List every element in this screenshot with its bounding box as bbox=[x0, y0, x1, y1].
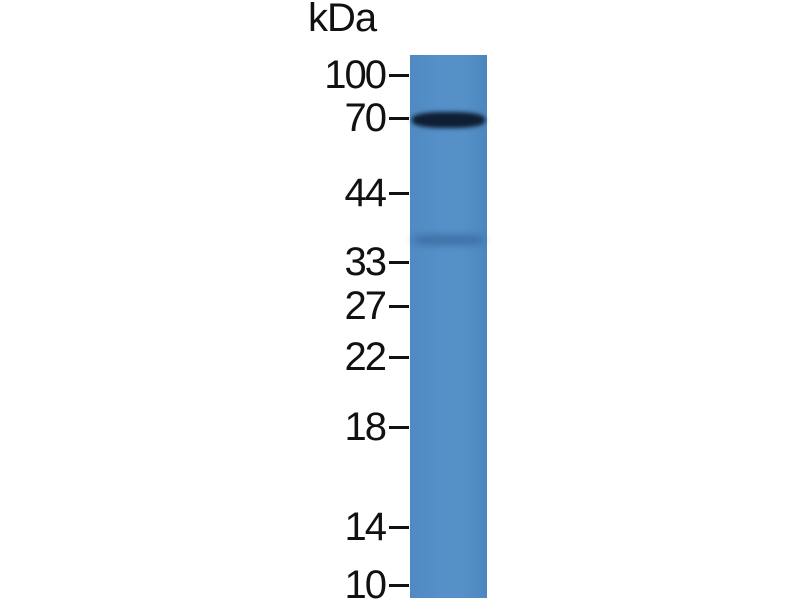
marker-14: 14 bbox=[300, 507, 410, 547]
marker-10: 10 bbox=[300, 565, 410, 600]
marker-44: 44 bbox=[300, 173, 410, 213]
blot-lane bbox=[410, 55, 487, 598]
marker-70: 70 bbox=[300, 98, 410, 138]
marker-tick bbox=[389, 117, 409, 120]
marker-33: 33 bbox=[300, 242, 410, 282]
marker-label: 44 bbox=[344, 171, 387, 215]
marker-label: 10 bbox=[344, 563, 387, 600]
marker-label: 18 bbox=[344, 405, 387, 449]
marker-tick bbox=[389, 261, 409, 264]
marker-22: 22 bbox=[300, 337, 410, 377]
marker-18: 18 bbox=[300, 407, 410, 447]
marker-label: 70 bbox=[344, 96, 387, 140]
marker-27: 27 bbox=[300, 286, 410, 326]
band-36kda bbox=[412, 235, 485, 245]
marker-tick bbox=[389, 426, 409, 429]
unit-label: kDa bbox=[308, 0, 377, 40]
marker-tick bbox=[389, 584, 409, 587]
marker-tick bbox=[389, 305, 409, 308]
marker-100: 100 bbox=[300, 55, 410, 95]
marker-label: 27 bbox=[344, 284, 387, 328]
marker-label: 14 bbox=[344, 505, 387, 549]
marker-tick bbox=[389, 192, 409, 195]
marker-tick bbox=[389, 526, 409, 529]
marker-tick bbox=[389, 356, 409, 359]
marker-tick bbox=[389, 74, 409, 77]
band-70kda bbox=[412, 112, 485, 128]
marker-label: 22 bbox=[344, 335, 387, 379]
marker-label: 100 bbox=[324, 53, 387, 97]
marker-label: 33 bbox=[344, 240, 387, 284]
